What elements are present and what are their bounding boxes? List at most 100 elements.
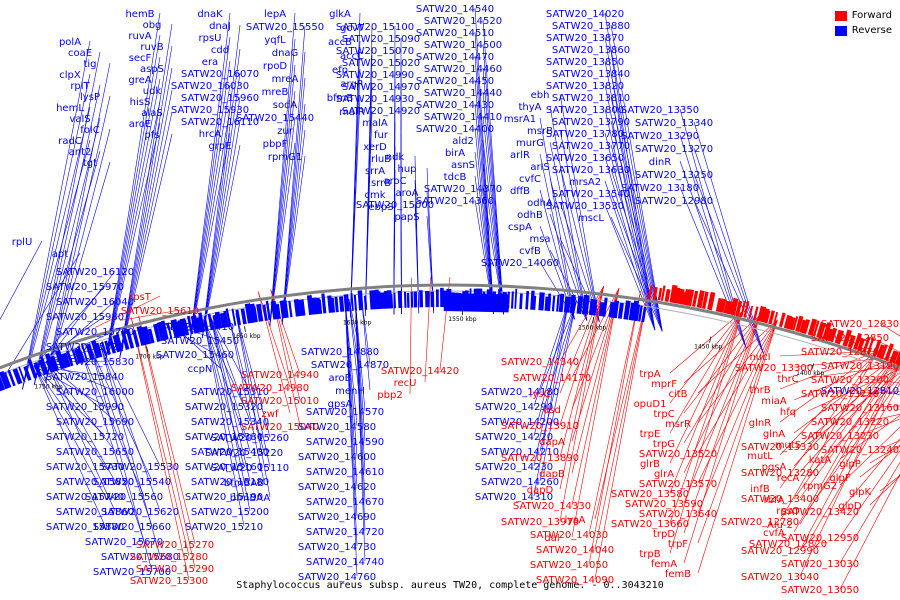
- gene-label: msrR: [665, 419, 691, 430]
- forward-swatch: [834, 10, 847, 21]
- reverse-gene-feature: [203, 315, 209, 332]
- gene-label: SATW20_13250: [635, 170, 713, 181]
- gene-label: SATW20_13420: [781, 507, 859, 518]
- reverse-gene-feature: [403, 291, 407, 308]
- leader-line: [559, 286, 604, 458]
- gene-label: SATW20_15930: [171, 105, 249, 116]
- gene-label: hup: [397, 164, 416, 175]
- gene-label: cmk: [364, 190, 385, 201]
- gene-label: SATW20_12830: [821, 319, 899, 330]
- gene-label: SATW20_13770: [552, 141, 630, 152]
- reverse-gene-feature: [4, 372, 12, 388]
- leader-line: [594, 292, 649, 580]
- reverse-gene-feature: [262, 304, 268, 321]
- forward-gene-feature: [822, 322, 832, 341]
- reverse-gene-feature: [330, 297, 336, 313]
- gene-label: glrB: [640, 459, 660, 470]
- kbp-tick-label: 1500 kbp: [578, 324, 606, 331]
- kbp-tick-label: 1350 kbp: [895, 405, 900, 412]
- leader-line: [189, 84, 231, 341]
- gene-label: SATW20_13300: [735, 363, 813, 374]
- leader-line: [119, 133, 173, 358]
- gene-label: SATW20_13210: [801, 389, 879, 400]
- gene-label: tig: [83, 59, 96, 70]
- gene-label: asd: [543, 405, 561, 416]
- leader-line: [859, 418, 900, 436]
- gene-label: SATW20_14510: [416, 28, 494, 39]
- leader-line: [201, 48, 241, 339]
- reverse-swatch: [834, 25, 847, 36]
- reverse-gene-feature: [156, 321, 166, 342]
- gene-label: SATW20_13590: [625, 499, 703, 510]
- reverse-gene-feature: [353, 294, 358, 311]
- leader-line: [281, 129, 306, 325]
- gene-label: SATW20_15040: [241, 422, 319, 433]
- forward-gene-feature: [834, 329, 843, 345]
- gene-label: SATW20_15020: [342, 58, 420, 69]
- gene-label: SATW20_14430: [416, 100, 494, 111]
- gene-label: SATW20_15280: [130, 552, 208, 563]
- leader-line: [604, 12, 656, 331]
- leader-line: [474, 103, 494, 314]
- gene-label: hemL: [56, 103, 84, 114]
- gene-label: menH: [335, 386, 365, 397]
- gene-label: SATW20_15340: [191, 417, 269, 428]
- gene-label: SATW20_15220: [205, 448, 283, 459]
- gene-label: SATW20_15300: [130, 576, 208, 587]
- leader-line: [281, 51, 306, 325]
- gene-label: aroA: [396, 188, 419, 199]
- gene-label: papS: [394, 212, 419, 223]
- leader-line: [80, 350, 145, 542]
- kbp-tick-label: 1750 kbp: [34, 383, 62, 390]
- leader-line: [482, 115, 504, 315]
- gene-label: SATW20_14570: [306, 407, 384, 418]
- reverse-gene-feature: [519, 293, 523, 310]
- gene-label: SATW20_15660: [93, 522, 171, 533]
- leader-line: [779, 350, 879, 489]
- gene-label: SATW20_13530: [546, 201, 624, 212]
- forward-gene-feature: [748, 305, 754, 320]
- reverse-gene-feature: [514, 288, 518, 309]
- gene-label: ruvA: [128, 31, 151, 42]
- gene-label: SATW20_13400: [741, 494, 819, 505]
- gene-label: birA: [445, 148, 465, 159]
- leader-line: [361, 298, 371, 391]
- gene-label: trpD: [653, 529, 675, 540]
- reverse-gene-feature: [71, 349, 79, 365]
- gene-label: SATW20_14370: [424, 184, 502, 195]
- reverse-gene-feature: [533, 295, 537, 310]
- reverse-gene-feature: [617, 302, 624, 319]
- gene-label: arlR: [510, 150, 530, 161]
- gene-label: SATW20_14920: [342, 106, 420, 117]
- leader-line: [189, 108, 231, 341]
- map-caption: Staphylococcus aureus subsp. aureus TW20…: [236, 580, 664, 591]
- leader-line: [100, 344, 161, 557]
- reverse-gene-feature: [556, 294, 560, 312]
- gene-label: tdcB: [444, 172, 467, 183]
- leader-line: [33, 365, 106, 437]
- gene-label: mreA: [272, 74, 299, 85]
- gene-label: SATW20_14970: [342, 82, 420, 93]
- leader-line: [105, 12, 161, 363]
- gene-label: SATW20_14870: [311, 360, 389, 371]
- gene-label: SATW20_14050: [530, 560, 608, 571]
- gene-label: glpP: [839, 459, 861, 470]
- leader-line: [610, 192, 663, 332]
- reverse-gene-feature: [141, 326, 152, 345]
- gene-label: rpsU: [199, 33, 222, 44]
- gene-label: SATW20_15200: [191, 507, 269, 518]
- gene-label: SATW20_16000: [56, 387, 134, 398]
- leader-line: [119, 309, 181, 321]
- gene-label: arlS: [530, 162, 549, 173]
- forward-gene-feature: [701, 291, 709, 309]
- leader-line: [45, 161, 111, 381]
- gene-label: SATW20_13850: [546, 57, 624, 68]
- leader-line: [559, 129, 600, 323]
- forward-gene-feature: [765, 310, 771, 324]
- gene-label: SATW20_13180: [621, 183, 699, 194]
- leader-line: [697, 319, 778, 514]
- leader-line: [683, 315, 761, 414]
- leader-line: [559, 286, 604, 362]
- reverse-gene-feature: [101, 341, 108, 356]
